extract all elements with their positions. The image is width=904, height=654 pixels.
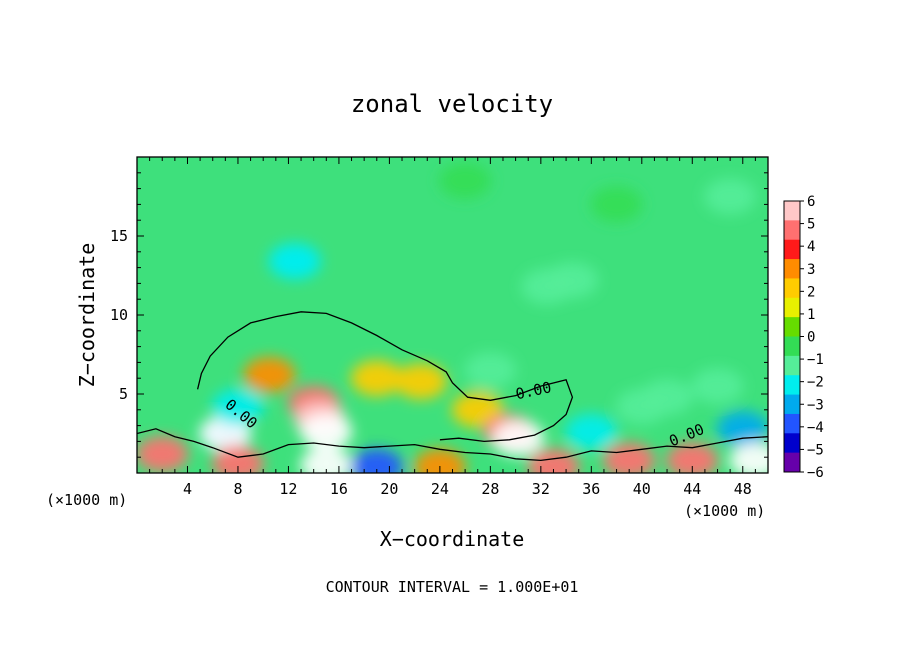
zero-contours: [137, 311, 768, 462]
field-region-15: [464, 352, 517, 389]
field-region-27: [300, 447, 353, 473]
colorbar-label: −3: [807, 397, 824, 413]
field-region-24: [439, 162, 492, 199]
field-region-5: [394, 363, 447, 400]
colorbar-label: 6: [807, 194, 815, 210]
zero-contour-upper: [196, 311, 574, 443]
field-region-23: [590, 186, 643, 223]
colorbar-label: 5: [807, 217, 815, 233]
colorbar-swatch: [784, 394, 800, 415]
colorbar-label: 2: [807, 284, 815, 300]
chart-title: zonal velocity: [351, 90, 553, 118]
x-tick-label: 20: [380, 480, 398, 498]
colorbar-label: −2: [807, 375, 824, 391]
x-unit-label-left: (×1000 m): [46, 491, 127, 509]
field-region-4: [350, 360, 403, 397]
y-tick-label: 5: [119, 385, 128, 403]
x-tick-label: 40: [633, 480, 651, 498]
colorbar-swatch: [784, 201, 800, 221]
colorbar-label: 4: [807, 239, 815, 255]
colorbar-swatch: [784, 239, 800, 260]
colorbar-swatch: [784, 452, 800, 473]
colorbar-swatch: [784, 433, 800, 454]
field-region-20: [615, 388, 668, 425]
x-tick-label: 48: [734, 480, 752, 498]
field-region-3: [243, 357, 296, 394]
colorbar-label: −1: [807, 352, 824, 368]
field-region-33: [729, 442, 768, 473]
x-unit-label-right: (×1000 m): [684, 502, 765, 520]
field-region-31: [603, 442, 656, 473]
field-region-29: [413, 448, 466, 473]
y-tick-label: 15: [110, 227, 128, 245]
colorbar-label: −5: [807, 442, 824, 458]
x-tick-label: 24: [431, 480, 449, 498]
x-tick-label: 4: [183, 480, 192, 498]
field-region-21: [211, 388, 264, 425]
field-region-14: [546, 262, 599, 299]
plot-area: [137, 157, 768, 473]
colorbar-swatch: [784, 259, 800, 279]
colorbar-label: 0: [807, 330, 815, 346]
field-region-18: [691, 368, 744, 405]
field-region-25: [137, 436, 189, 473]
x-tick-label: 36: [582, 480, 600, 498]
colorbar-swatch: [784, 297, 800, 318]
field-region-16: [565, 413, 618, 450]
colorbar-swatch: [784, 413, 800, 434]
y-axis-label: Z−coordinate: [75, 243, 99, 388]
colorbar-swatch: [784, 375, 800, 396]
x-axis-ticks: 4 8 12 16 20 24 28 32 36 40 44 48: [149, 157, 756, 498]
x-tick-label: 16: [330, 480, 348, 498]
field-region-12: [268, 243, 321, 280]
field-region-2: [300, 413, 353, 450]
x-tick-label: 44: [683, 480, 701, 498]
colorbar-label: 3: [807, 262, 815, 278]
colorbar: 6 5 4 3 2 1 0 −1 −2 −3 −4 −5 −6: [783, 194, 824, 481]
colorbar-swatch: [784, 317, 800, 337]
colorbar-label: 1: [807, 307, 815, 323]
x-tick-label: 8: [233, 480, 242, 498]
colorbar-swatch: [784, 336, 800, 357]
contour-interval-note: CONTOUR INTERVAL = 1.000E+01: [326, 578, 579, 596]
field-region-32: [666, 442, 719, 473]
y-axis-ticks: 5 10 15: [110, 172, 768, 458]
x-axis-label: X−coordinate: [380, 527, 525, 551]
zero-contour-lower: [137, 428, 768, 462]
colorbar-swatch: [784, 278, 800, 299]
colorbar-swatch: [784, 220, 800, 241]
colorbar-swatch: [784, 355, 800, 376]
y-tick-label: 10: [110, 306, 128, 324]
colorbar-label: −6: [807, 465, 824, 481]
colorbar-label: −4: [807, 420, 824, 436]
x-tick-label: 32: [532, 480, 550, 498]
x-tick-label: 12: [279, 480, 297, 498]
x-tick-label: 28: [481, 480, 499, 498]
field-region-22: [704, 178, 757, 215]
